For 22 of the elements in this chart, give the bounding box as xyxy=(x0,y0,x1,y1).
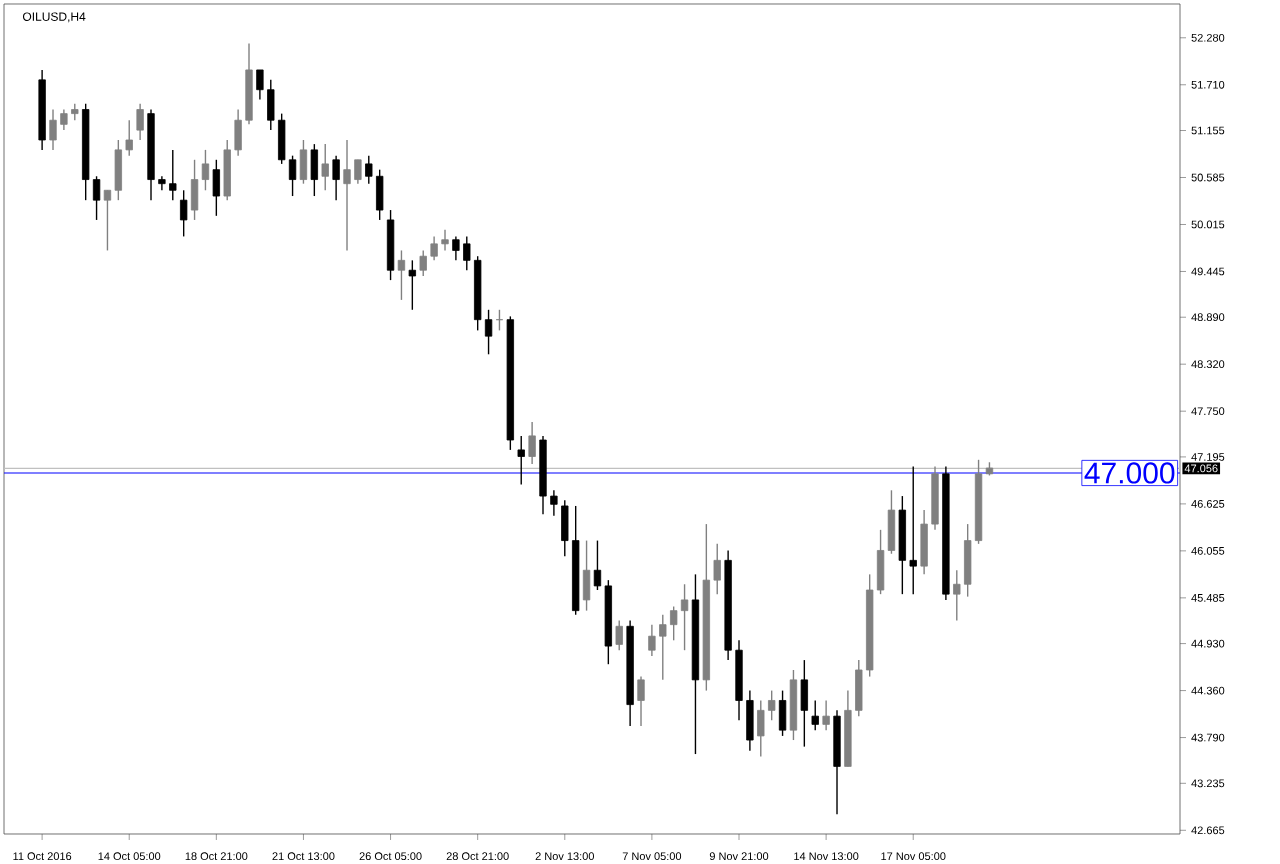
candlestick xyxy=(332,154,340,201)
candlestick xyxy=(822,699,830,731)
candlestick xyxy=(321,143,329,191)
candlestick xyxy=(582,539,591,612)
candlestick xyxy=(637,675,645,727)
candlestick xyxy=(811,699,819,731)
candlestick xyxy=(310,143,319,197)
candlestick xyxy=(212,159,220,217)
candlestick xyxy=(800,659,809,748)
candlestick xyxy=(517,435,525,486)
candlestick xyxy=(190,159,199,221)
candlestick xyxy=(180,189,188,238)
candlestick xyxy=(778,689,787,737)
candlestick xyxy=(136,103,144,141)
candlestick xyxy=(528,421,536,465)
candlestick xyxy=(887,489,896,555)
candlestick xyxy=(299,139,308,185)
candlestick xyxy=(408,259,417,311)
candlestick xyxy=(615,619,623,651)
candlestick xyxy=(201,149,210,191)
candlestick xyxy=(397,249,406,301)
ref-line-label: 47.000 xyxy=(1084,462,1175,484)
